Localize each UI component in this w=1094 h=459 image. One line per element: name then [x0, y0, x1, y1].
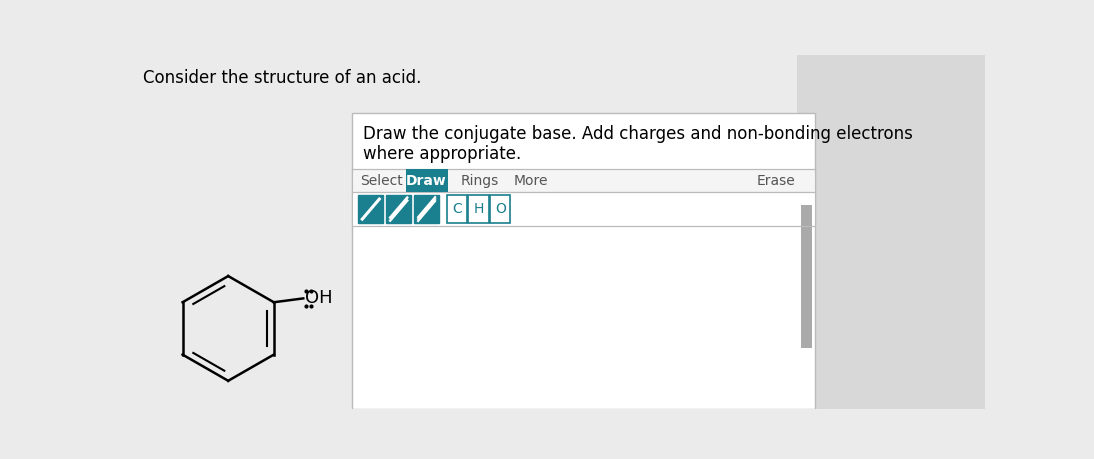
Bar: [352, 169, 815, 192]
Bar: [801, 205, 812, 347]
Text: where appropriate.: where appropriate.: [363, 145, 522, 163]
Text: C: C: [452, 202, 462, 216]
Text: Erase: Erase: [757, 174, 795, 188]
Bar: [468, 195, 489, 223]
Text: Consider the structure of an acid.: Consider the structure of an acid.: [143, 69, 421, 87]
Text: Rings: Rings: [461, 174, 499, 188]
Bar: [798, 55, 985, 409]
Text: Select: Select: [360, 174, 403, 188]
Text: OH: OH: [305, 290, 333, 308]
Text: Draw the conjugate base. Add charges and non-bonding electrons: Draw the conjugate base. Add charges and…: [363, 125, 912, 143]
Bar: [446, 195, 467, 223]
Text: O: O: [494, 202, 505, 216]
Bar: [386, 195, 411, 223]
Bar: [490, 195, 510, 223]
Bar: [415, 195, 439, 223]
Text: Draw: Draw: [406, 174, 447, 188]
Bar: [406, 169, 447, 192]
Text: H: H: [474, 202, 484, 216]
Text: More: More: [513, 174, 548, 188]
Bar: [352, 192, 815, 226]
Bar: [352, 113, 815, 409]
Bar: [359, 195, 383, 223]
